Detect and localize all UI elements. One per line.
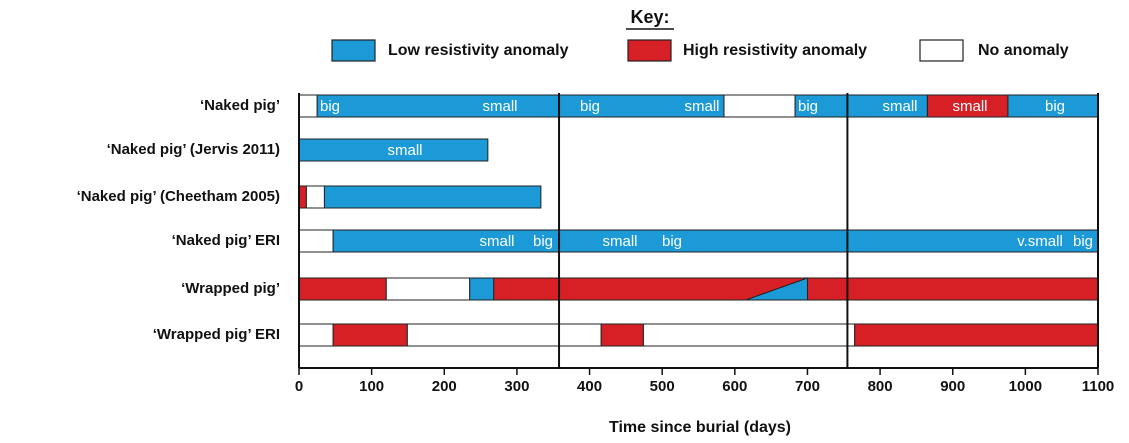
- x-tick-label: 900: [940, 378, 965, 395]
- segment: [316, 94, 725, 118]
- segment-label: big: [580, 98, 600, 115]
- segment-label: small: [387, 142, 422, 159]
- segment: [305, 185, 325, 209]
- legend-swatch: [919, 39, 964, 62]
- x-axis-label: Time since burial (days): [609, 419, 791, 436]
- segment-label: v.small: [1017, 233, 1063, 250]
- x-tick-label: 600: [722, 378, 747, 395]
- segment: [298, 94, 318, 118]
- legend-swatch: [331, 39, 376, 62]
- segment: [642, 323, 856, 347]
- row-label: ‘Wrapped pig’: [181, 280, 280, 297]
- segment-label: small: [882, 98, 917, 115]
- transition-wedge: [745, 277, 808, 301]
- x-tick-label: 800: [868, 378, 893, 395]
- segment: [854, 323, 1099, 347]
- segment: [406, 323, 602, 347]
- x-tick-label: 500: [650, 378, 675, 395]
- segment-label: small: [482, 98, 517, 115]
- segment: [298, 185, 307, 209]
- segment: [332, 229, 1099, 253]
- legend-label: No anomaly: [978, 42, 1069, 59]
- segment: [298, 323, 334, 347]
- x-tick-label: 400: [577, 378, 602, 395]
- x-tick-label: 0: [295, 378, 303, 395]
- segment: [298, 229, 334, 253]
- segment-label: small: [684, 98, 719, 115]
- segment: [332, 323, 408, 347]
- x-tick-label: 100: [359, 378, 384, 395]
- segment-label: small: [479, 233, 514, 250]
- x-tick-label: 300: [504, 378, 529, 395]
- row-label: ‘Naked pig’ (Cheetham 2005): [77, 188, 280, 205]
- legend-label: Low resistivity anomaly: [388, 42, 569, 59]
- row-label: ‘Naked pig’ ERI: [172, 232, 280, 249]
- legend-title: Key:: [630, 7, 669, 27]
- segment: [298, 277, 387, 301]
- row-label: ‘Naked pig’: [200, 97, 280, 114]
- segment: [723, 94, 796, 118]
- segment: [323, 185, 542, 209]
- segment: [385, 277, 471, 301]
- segment-label: small: [602, 233, 637, 250]
- row-label: ‘Naked pig’ (Jervis 2011): [107, 141, 280, 158]
- segment-label: big: [1073, 233, 1093, 250]
- x-tick-label: 200: [432, 378, 457, 395]
- segment: [794, 94, 928, 118]
- segment-label: big: [533, 233, 553, 250]
- segment: [469, 277, 495, 301]
- segment-label: big: [1045, 98, 1065, 115]
- row-label: ‘Wrapped pig’ ERI: [153, 326, 280, 343]
- x-tick-label: 700: [795, 378, 820, 395]
- x-tick-label: 1100: [1082, 378, 1115, 395]
- legend-swatch: [627, 39, 672, 62]
- segment: [600, 323, 644, 347]
- x-tick-label: 1000: [1009, 378, 1042, 395]
- segment-label: big: [662, 233, 682, 250]
- segment-label: small: [952, 98, 987, 115]
- legend-label: High resistivity anomaly: [683, 42, 867, 59]
- segment-label: big: [320, 98, 340, 115]
- segment-label: big: [798, 98, 818, 115]
